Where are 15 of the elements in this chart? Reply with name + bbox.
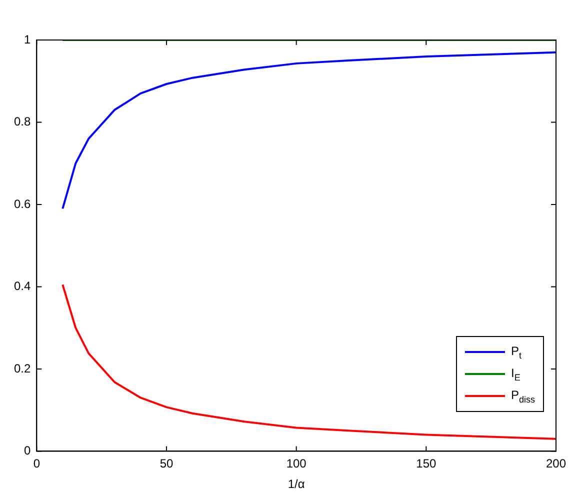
legend-label: I$_{E}$ [510, 366, 520, 382]
legend-label: P$_{diss}$ [510, 388, 535, 404]
x-tick-label: 0 [33, 456, 40, 471]
x-tick-label: 150 [416, 456, 436, 471]
x-axis-title: 1/α [288, 477, 305, 492]
y-tick-label: 0.6 [14, 196, 31, 211]
y-tick-label: 1 [24, 32, 31, 46]
legend-label: P$_{t}$ [510, 344, 522, 360]
x-tick-label: 100 [286, 456, 307, 471]
x-tick-label: 200 [546, 456, 566, 471]
x-tick-label: 50 [160, 456, 174, 471]
y-tick-label: 0 [24, 444, 31, 458]
y-tick-label: 0.8 [14, 114, 31, 129]
y-tick-label: 0.4 [14, 279, 31, 294]
y-tick-label: 0.2 [14, 361, 31, 376]
